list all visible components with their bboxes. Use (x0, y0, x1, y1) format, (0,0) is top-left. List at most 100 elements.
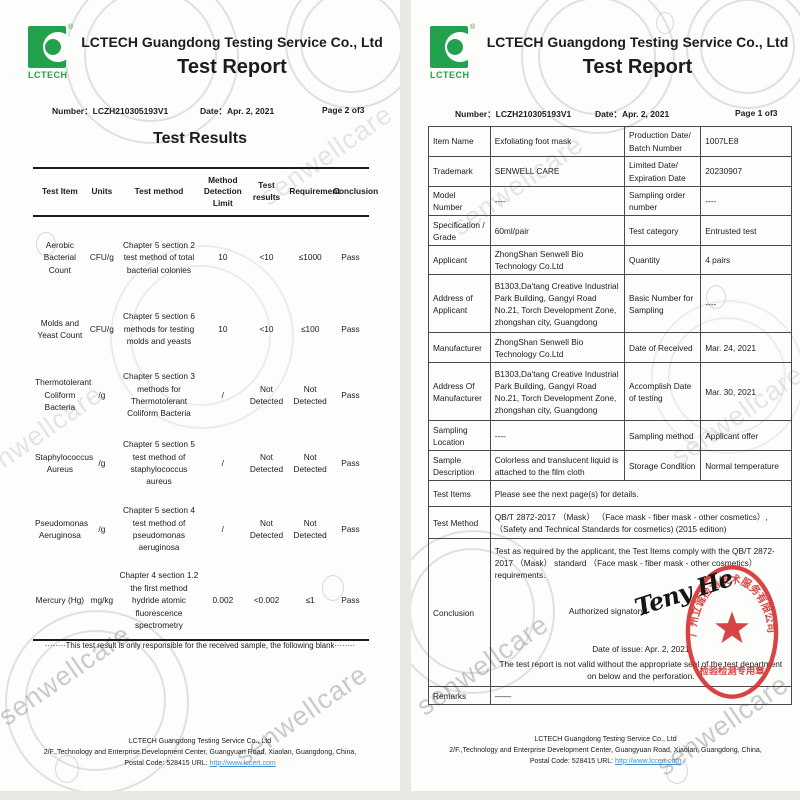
cell-conclusion: Pass (341, 523, 360, 534)
table-header-row: Test Item Units Test method Method Detec… (33, 168, 378, 217)
cell-requirement: ≤1000 (298, 252, 322, 263)
cell-units: CFU/g (89, 323, 114, 334)
cell-units: CFU/g (89, 252, 114, 263)
table-row: Sampling Location ---- Sampling method A… (428, 420, 792, 452)
field-value: Normal temperature (700, 450, 792, 482)
table-row: Sample Description Colorless and translu… (428, 450, 792, 482)
field-value: SENWELL CARE (489, 156, 626, 187)
field-label: Applicant (428, 245, 491, 276)
footer-url-link[interactable]: http://www.lccert.com (615, 757, 682, 765)
field-label: Specification / Grade (428, 215, 491, 247)
cell-test-results: <10 (259, 252, 274, 263)
field-value: 20230907 (700, 156, 792, 187)
lctech-logo-icon (430, 26, 478, 68)
field-label: Test Items (428, 480, 491, 508)
field-label: Model Number (428, 185, 491, 217)
field-label: Remarks (428, 686, 491, 706)
field-label: Basic Number for Sampling (623, 274, 702, 334)
red-company-seal: 广州立诚检测技术服务有限公司 检验检测专用章 (683, 560, 781, 704)
cell-test-item: Mercury (Hg) (35, 595, 85, 606)
field-label: Conclusion (428, 538, 491, 688)
page-footer: LCTECH Guangdong Testing Service Co., Lt… (411, 735, 800, 768)
field-value: ---- (700, 274, 792, 334)
cell-test-method: Chapter 5 section 4 test method of pseud… (123, 505, 195, 553)
watermark-bubble (656, 12, 674, 34)
test-results-table: Test Item Units Test method Method Detec… (33, 167, 378, 641)
table-row: Test Items Please see the next page(s) f… (428, 480, 793, 508)
table-row: Molds and Yeast Count CFU/g Chapter 5 se… (33, 298, 369, 360)
watermark-ring (285, 0, 400, 109)
column-header: Test method (116, 168, 201, 217)
number-label: Number： (455, 109, 496, 119)
field-label: Address Of Manufacturer (428, 362, 491, 422)
table-row: Trademark SENWELL CARE Limited Date/ Exp… (428, 156, 792, 187)
registered-mark: ® (470, 24, 476, 31)
cell-test-item: Staphylococcus Aureus (35, 451, 94, 474)
column-header: Conclusion (332, 168, 378, 217)
footer-url-link[interactable]: http://www.lccert.com (209, 759, 276, 767)
cell-test-method: Chapter 5 section 3 methods for Thermoto… (123, 371, 195, 419)
cell-requirement: Not Detected (293, 383, 327, 406)
page-indicator: Page 1 of3 (735, 108, 778, 118)
field-value: 1007LE8 (700, 126, 792, 157)
field-value: Mar. 24, 2021 (700, 332, 792, 364)
cell-test-results: <0.002 (253, 595, 280, 606)
table-row: Thermotolerant Coliform Bacteria /g Chap… (33, 360, 369, 430)
field-label: Date of Received (623, 332, 702, 364)
report-number: LCZH210305193V1 (92, 106, 169, 116)
field-value: B1303,Da'tang Creative Industrial Park B… (489, 362, 626, 422)
cell-test-method: Chapter 5 section 2 test method of total… (123, 239, 195, 275)
cell-requirement: Not Detected (293, 517, 327, 540)
footer-address: 2/F.,Technology and Enterprise Developme… (449, 746, 762, 754)
cell-units: /g (98, 389, 106, 400)
field-value: 60ml/pair (489, 215, 626, 247)
cell-detection-limit: / (221, 389, 224, 400)
logo-wordmark: LCTECH (28, 70, 68, 80)
lctech-logo: ® LCTECH (430, 24, 478, 84)
cell-detection-limit: 0.002 (212, 595, 234, 606)
field-value: B1303,Da'tang Creative Industrial Park B… (489, 274, 626, 334)
field-label: Sampling method (623, 420, 702, 452)
company-name: LCTECH Guangdong Testing Service Co., Lt… (81, 34, 383, 50)
cell-test-item: Aerobic Bacterial Count (43, 239, 77, 275)
footer-address: 2/F.,Technology and Enterprise Developme… (43, 748, 357, 756)
cell-detection-limit: / (221, 457, 224, 468)
cell-test-method: Chapter 4 section 1.2 the first method h… (119, 570, 199, 631)
field-value: 4 pairs (700, 245, 792, 276)
cell-conclusion: Pass (341, 252, 360, 263)
table-row: Applicant ZhongShan Senwell Bio Technolo… (428, 245, 792, 276)
cell-conclusion: Pass (341, 323, 360, 334)
cell-test-method: Chapter 5 section 5 test method of staph… (123, 439, 195, 487)
authorized-signatory-label: Authorized signatory： (568, 606, 653, 617)
page-indicator: Page 2 of3 (322, 105, 365, 115)
number-label: Number： (52, 106, 93, 116)
date-label: Date： (595, 109, 622, 119)
field-label: Manufacturer (428, 332, 491, 364)
footer-postal: Postal Code: 528415 URL: (124, 759, 208, 767)
cell-test-results: Not Detected (249, 451, 284, 474)
field-value: Please see the next page(s) for details. (489, 480, 793, 508)
report-date: Apr. 2, 2021 (621, 109, 670, 119)
cell-units: /g (98, 457, 106, 468)
footer-postal: Postal Code: 528415 URL: (529, 757, 614, 765)
cell-detection-limit: 10 (218, 323, 228, 334)
logo-wordmark: LCTECH (430, 70, 470, 80)
company-name: LCTECH Guangdong Testing Service Co., Lt… (486, 34, 789, 50)
cell-detection-limit: / (221, 523, 224, 534)
cell-requirement: ≤100 (300, 323, 320, 334)
field-value: Exfoliating foot mask (489, 126, 626, 157)
cell-conclusion: Pass (341, 457, 360, 468)
field-label: Test Method (428, 506, 491, 540)
field-label: Sampling Location (428, 420, 491, 452)
field-label: Accomplish Date of testing (623, 362, 702, 422)
field-value: ---- (700, 185, 792, 217)
field-value: Entrusted test (700, 215, 792, 247)
table-row: Model Number ---- Sampling order number … (428, 185, 792, 217)
cell-test-item: Thermotolerant Coliform Bacteria (35, 377, 92, 413)
cell-conclusion: Pass (341, 595, 360, 606)
results-disclaimer: ········This test result is only respons… (44, 641, 356, 650)
field-label: Production Date/ Batch Number (623, 126, 702, 157)
report-date: Apr. 2, 2021 (226, 106, 275, 116)
cell-requirement: Not Detected (293, 451, 327, 474)
